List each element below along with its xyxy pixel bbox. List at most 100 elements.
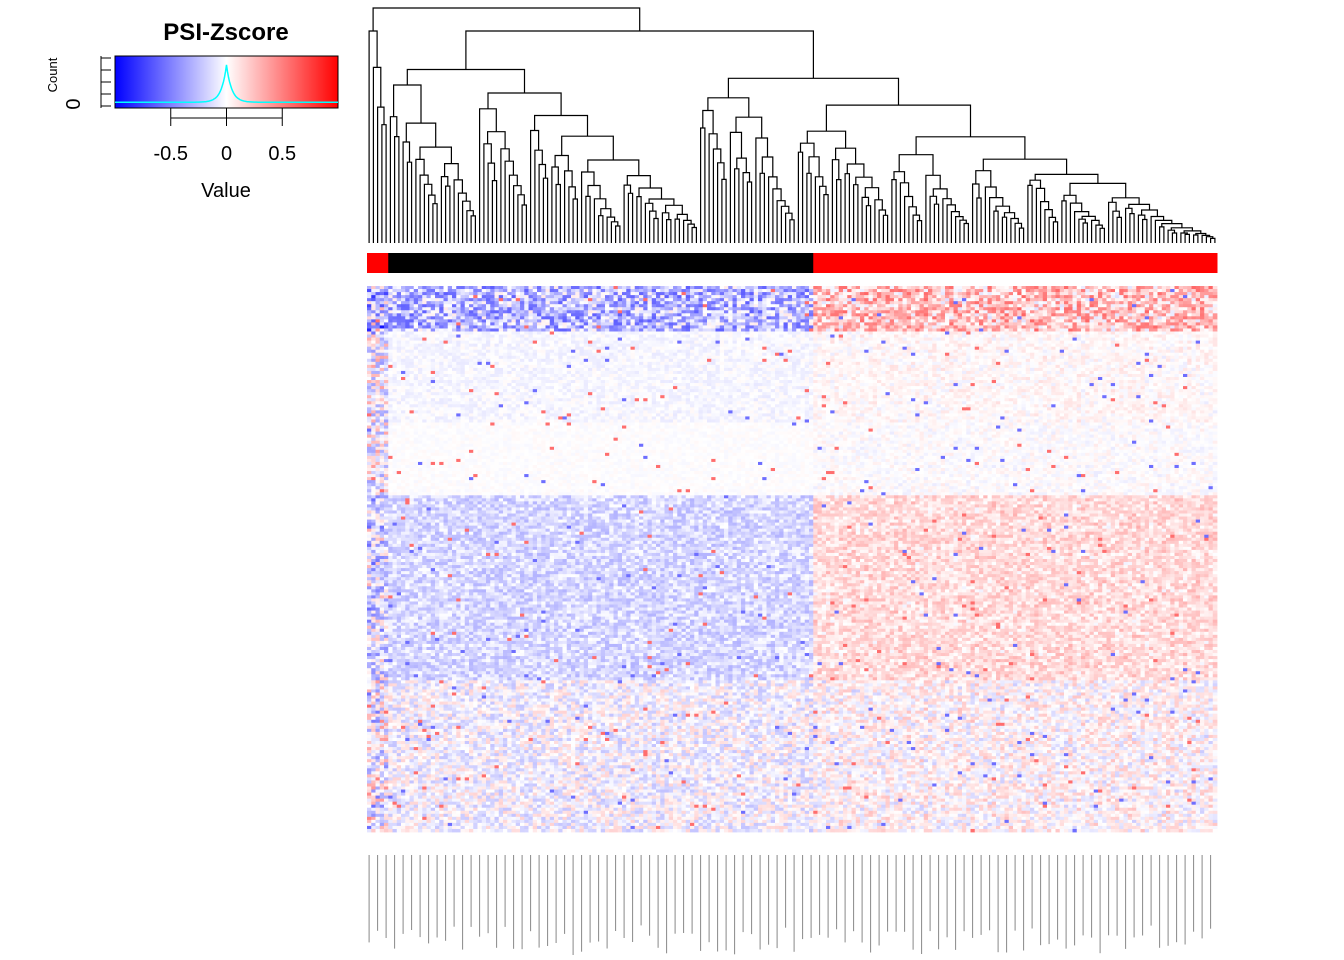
heatmap-cell — [571, 298, 576, 301]
heatmap-cell — [478, 319, 483, 322]
heatmap-cell — [911, 313, 916, 316]
heatmap-cell — [614, 310, 619, 313]
heatmap-cell — [486, 310, 491, 313]
heatmap-cell — [843, 307, 848, 310]
heatmap-cell — [388, 310, 393, 313]
heatmap-cell — [495, 322, 500, 325]
heatmap-cell — [1196, 313, 1201, 316]
heatmap-cell — [911, 310, 916, 313]
heatmap-cell — [1149, 316, 1154, 319]
heatmap-cell — [1209, 307, 1214, 310]
heatmap-cell — [716, 313, 721, 316]
heatmap-cell — [520, 316, 525, 319]
heatmap-cell — [911, 292, 916, 295]
heatmap-cell — [886, 319, 891, 322]
heatmap-cell — [448, 319, 453, 322]
heatmap-cell — [563, 295, 568, 298]
heatmap-cell — [1136, 307, 1141, 310]
heatmap-cell — [988, 304, 993, 307]
heatmap-cell — [1102, 295, 1107, 298]
heatmap-cell — [711, 286, 716, 289]
heatmap-cell — [915, 310, 920, 313]
heatmap-cell — [461, 316, 466, 319]
heatmap-cell — [1102, 307, 1107, 310]
heatmap-cell — [444, 322, 449, 325]
heatmap-cell — [456, 316, 461, 319]
heatmap-cell — [367, 295, 372, 298]
heatmap-cell — [478, 301, 483, 304]
heatmap-cell — [860, 307, 865, 310]
heatmap-cell — [903, 289, 908, 292]
heatmap-cell — [371, 319, 376, 322]
heatmap-cell — [622, 310, 627, 313]
heatmap-cell — [571, 289, 576, 292]
heatmap-cell — [830, 313, 835, 316]
heatmap-cell — [648, 313, 653, 316]
heatmap-cell — [1124, 298, 1129, 301]
heatmap-cell — [631, 301, 636, 304]
heatmap-cell — [575, 310, 580, 313]
heatmap-cell — [686, 298, 691, 301]
heatmap-cell — [784, 310, 789, 313]
heatmap-cell — [1166, 289, 1171, 292]
heatmap-cell — [456, 319, 461, 322]
heatmap-cell — [524, 313, 529, 316]
heatmap-cell — [690, 301, 695, 304]
heatmap-cell — [486, 307, 491, 310]
heatmap-cell — [1094, 295, 1099, 298]
heatmap-cell — [1107, 310, 1112, 313]
heatmap-cell — [448, 310, 453, 313]
column-dendrogram — [369, 8, 1215, 243]
heatmap-cell — [699, 319, 704, 322]
heatmap-cell — [835, 316, 840, 319]
heatmap-cell — [1115, 307, 1120, 310]
heatmap-cell — [1170, 292, 1175, 295]
heatmap-cell — [516, 301, 521, 304]
heatmap-cell — [1060, 301, 1065, 304]
heatmap-cell — [750, 292, 755, 295]
heatmap-cell — [745, 301, 750, 304]
heatmap-cell — [707, 319, 712, 322]
heatmap-cell — [618, 292, 623, 295]
heatmap-cell — [1051, 304, 1056, 307]
heatmap-cell — [1034, 301, 1039, 304]
heatmap-cell — [422, 316, 427, 319]
heatmap-cell — [465, 295, 470, 298]
heatmap-cell — [1081, 319, 1086, 322]
heatmap-cell — [614, 304, 619, 307]
heatmap-cell — [741, 289, 746, 292]
heatmap-cell — [546, 319, 551, 322]
heatmap-cell — [1119, 313, 1124, 316]
heatmap-cell — [737, 313, 742, 316]
heatmap-cell — [1043, 307, 1048, 310]
heatmap-cell — [1192, 304, 1197, 307]
heatmap-cell — [431, 298, 436, 301]
heatmap-cell — [512, 289, 517, 292]
heatmap-cell — [380, 292, 385, 295]
heatmap-cell — [1081, 289, 1086, 292]
heatmap-cell — [962, 298, 967, 301]
heatmap-cell — [677, 286, 682, 289]
heatmap-cell — [856, 319, 861, 322]
heatmap-cell — [762, 295, 767, 298]
heatmap-cell — [567, 289, 572, 292]
heatmap-cell — [456, 289, 461, 292]
heatmap-cell — [495, 319, 500, 322]
heatmap-cell — [707, 313, 712, 316]
heatmap-cell — [699, 307, 704, 310]
heatmap-cell — [1153, 295, 1158, 298]
heatmap-cell — [958, 295, 963, 298]
heatmap-cell — [898, 304, 903, 307]
heatmap-cell — [1187, 286, 1192, 289]
heatmap-cell — [1068, 313, 1073, 316]
heatmap-cell — [1149, 286, 1154, 289]
heatmap-cell — [478, 289, 483, 292]
heatmap-cell — [1209, 298, 1214, 301]
heatmap-cell — [979, 286, 984, 289]
heatmap-cell — [894, 292, 899, 295]
heatmap-cell — [490, 298, 495, 301]
heatmap-cell — [716, 301, 721, 304]
heatmap-cell — [682, 298, 687, 301]
heatmap-cell — [992, 292, 997, 295]
heatmap-cell — [669, 316, 674, 319]
